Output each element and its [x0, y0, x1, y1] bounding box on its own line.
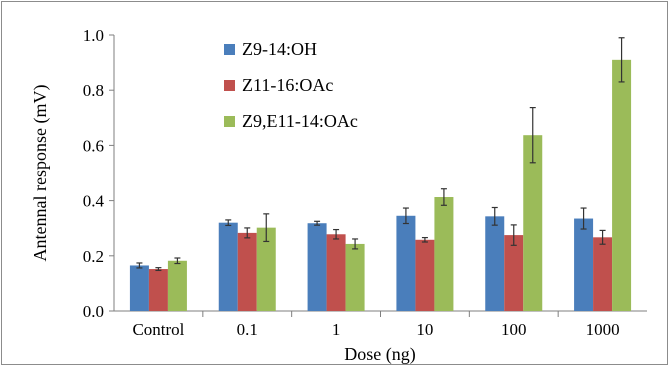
bar: [148, 269, 168, 311]
bar: [415, 239, 435, 311]
legend-swatch: [224, 44, 235, 55]
x-axis-title: Dose (ng): [344, 344, 415, 365]
bar: [593, 237, 613, 311]
y-tick-label: 0.0: [83, 302, 104, 321]
legend-label: Z11-16:OAc: [242, 75, 333, 95]
bar: [523, 135, 543, 311]
bar: [396, 215, 416, 311]
bar: [129, 265, 149, 311]
y-tick-label: 1.0: [83, 26, 104, 45]
x-tick-label: 10: [416, 320, 433, 339]
bar: [218, 222, 238, 311]
bar: [256, 227, 276, 311]
y-axis-title: Antennal response (mV): [30, 85, 51, 262]
y-tick-label: 0.4: [83, 192, 105, 211]
bar: [485, 216, 505, 311]
bar: [307, 223, 327, 311]
legend-swatch: [224, 80, 235, 91]
x-tick-label: 1: [332, 320, 341, 339]
bar: [504, 235, 524, 311]
legend-swatch: [224, 116, 235, 127]
bar: [167, 260, 187, 311]
bar: [326, 234, 346, 311]
bar: [434, 197, 454, 311]
bar: [574, 218, 594, 311]
x-tick-label: 1000: [586, 320, 620, 339]
bar: [345, 243, 365, 311]
legend-label: Z9-14:OH: [242, 39, 317, 59]
y-tick-label: 0.6: [83, 136, 104, 155]
y-tick-label: 0.8: [83, 81, 104, 100]
x-tick-label: 100: [501, 320, 527, 339]
legend-label: Z9,E11-14:OAc: [242, 111, 358, 131]
y-tick-label: 0.2: [83, 247, 104, 266]
plot-area: 0.0 0.2 0.4 0.6 0.8 1.0 Control 0.1 1 10 100 1000 Z9…: [83, 26, 647, 339]
x-tick-label: 0.1: [237, 320, 258, 339]
bar: [612, 59, 632, 312]
bar: [237, 232, 257, 311]
x-tick-label: Control: [132, 320, 184, 339]
